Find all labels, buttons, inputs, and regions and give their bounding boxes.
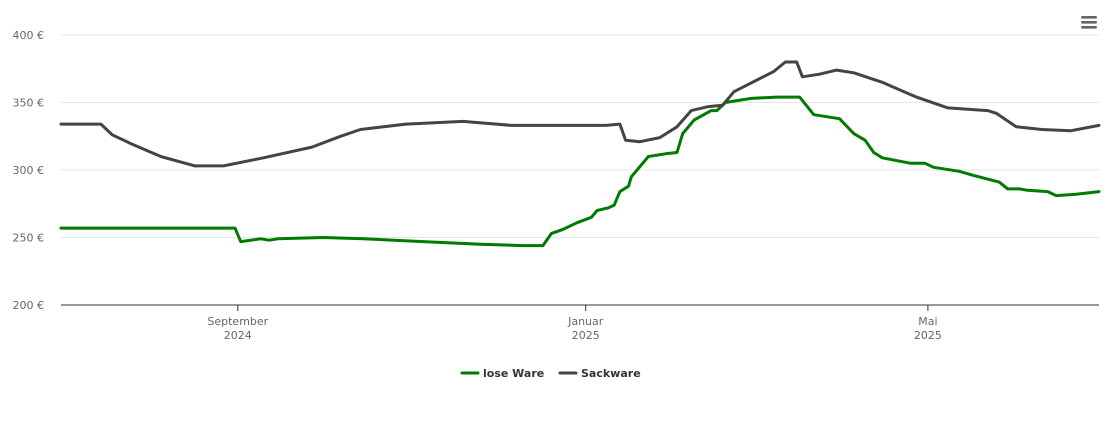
- y-tick-label: 300 €: [13, 164, 45, 177]
- legend-label: lose Ware: [483, 367, 544, 380]
- legend-item-lose-ware[interactable]: lose Ware: [460, 367, 544, 380]
- x-tick-month-label: September: [207, 315, 268, 328]
- legend: lose Ware Sackware: [460, 367, 641, 380]
- series-lines: [59, 60, 1101, 248]
- series-line-sackware[interactable]: [59, 60, 1101, 168]
- gridlines: [61, 34, 1099, 238]
- x-tick-year-label: 2025: [572, 329, 600, 342]
- y-tick-label: 200 €: [13, 299, 45, 312]
- hamburger-menu-icon[interactable]: [1080, 14, 1098, 30]
- y-axis: 200 € 250 € 300 € 350 € 400 €: [13, 29, 45, 312]
- x-tick-month-label: Mai: [918, 315, 937, 328]
- legend-item-sackware[interactable]: Sackware: [558, 367, 641, 380]
- x-tick-month-label: Januar: [567, 315, 604, 328]
- y-tick-label: 400 €: [13, 29, 45, 42]
- x-tick-year-label: 2025: [914, 329, 942, 342]
- x-tick-year-label: 2024: [224, 329, 252, 342]
- y-tick-label: 350 €: [13, 97, 45, 110]
- y-tick-label: 250 €: [13, 232, 45, 245]
- legend-label: Sackware: [581, 367, 641, 380]
- series-line-lose-ware[interactable]: [59, 95, 1101, 248]
